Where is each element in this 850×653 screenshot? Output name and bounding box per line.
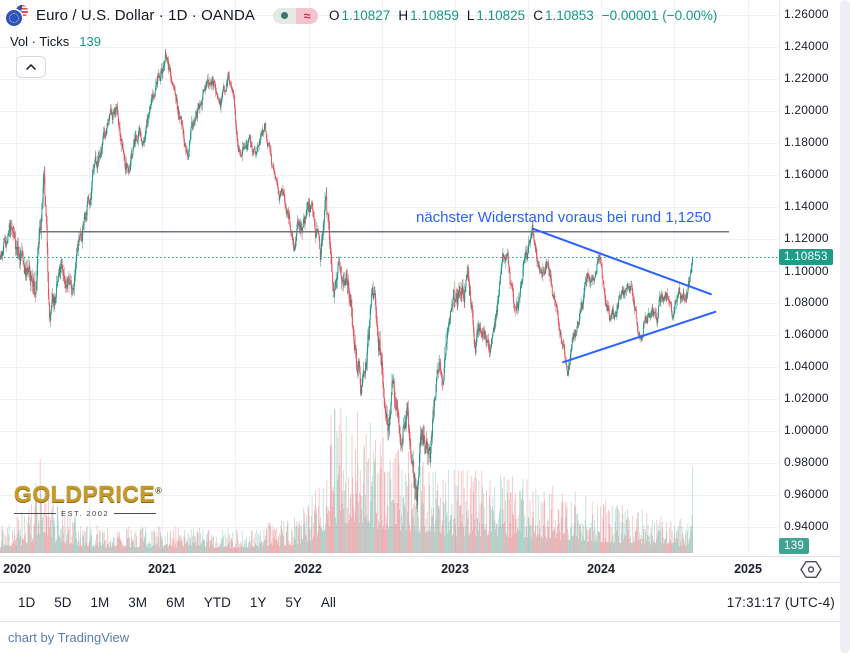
price-tick: 0.94000 — [784, 519, 829, 533]
range-all[interactable]: All — [320, 594, 336, 610]
minimize-pane-button[interactable] — [16, 56, 46, 78]
price-chart-canvas[interactable] — [0, 0, 778, 555]
close-value: 1.10853 — [544, 8, 594, 23]
market-status-pill[interactable]: ≈ — [272, 7, 318, 24]
lower-trendline[interactable] — [562, 310, 717, 364]
chart-legend: Euro / U.S. Dollar · 1D · OANDA ≈ O 1.108… — [6, 4, 717, 50]
rule-right — [114, 513, 157, 514]
approx-data-icon: ≈ — [295, 7, 318, 24]
volume-indicator-value: 139 — [79, 34, 101, 49]
range-toolbar: 1D 5D 1M 3M 6M YTD 1Y 5Y All 17:31:17 (U… — [0, 582, 850, 622]
price-tick: 1.26000 — [784, 7, 829, 21]
attribution-footer: chart by TradingView — [8, 630, 129, 645]
price-tick: 0.96000 — [784, 487, 829, 501]
low-value: 1.10825 — [476, 8, 526, 23]
price-tick: 1.16000 — [784, 167, 829, 181]
year-tick: 2023 — [441, 562, 469, 576]
range-3m[interactable]: 3M — [128, 594, 148, 610]
tradingview-attribution-link[interactable]: chart by TradingView — [8, 630, 130, 645]
range-1y[interactable]: 1Y — [249, 594, 267, 610]
goldprice-est-line: EST. 2002 — [14, 509, 157, 518]
hexagon-settings-icon — [800, 561, 822, 578]
price-tick: 1.02000 — [784, 391, 829, 405]
close-label: C — [533, 8, 543, 23]
high-value: 1.10859 — [410, 8, 459, 23]
chart-drawings-overlay — [38, 227, 730, 364]
eurusd-flag-icon — [6, 5, 29, 26]
open-label: O — [328, 8, 340, 23]
est-2002-text: EST. 2002 — [60, 509, 110, 518]
year-tick: 2021 — [148, 562, 176, 576]
price-axis[interactable]: 1.26000 1.24000 1.22000 1.20000 1.18000 … — [779, 0, 840, 556]
ohlc-values: O 1.10827 H 1.10859 L 1.10825 C 1.10853 −0.0… — [329, 8, 717, 23]
year-tick: 2022 — [294, 562, 322, 576]
price-tick: 1.22000 — [784, 71, 829, 85]
goldprice-watermark: GOLDPRICE® EST. 2002 — [14, 481, 163, 518]
volume-indicator-label[interactable]: Vol · Ticks — [10, 34, 70, 49]
time-axis[interactable]: 2020 2021 2022 2023 2024 2025 — [0, 556, 850, 582]
upper-trendline[interactable] — [531, 227, 712, 296]
volume-badge: 139 — [779, 538, 810, 554]
market-open-dot-icon — [272, 7, 296, 24]
range-6m[interactable]: 6M — [166, 594, 185, 610]
range-1m[interactable]: 1M — [90, 594, 110, 610]
price-tick: 1.00000 — [784, 423, 829, 437]
price-tick: 1.24000 — [784, 39, 829, 53]
rule-left — [14, 513, 56, 514]
price-tick: 0.98000 — [784, 455, 829, 469]
scrollbar-track[interactable] — [840, 0, 850, 653]
range-1d[interactable]: 1D — [18, 594, 36, 610]
change-value: −0.00001 (−0.00%) — [601, 8, 718, 23]
range-ytd[interactable]: YTD — [203, 594, 231, 610]
registered-mark: ® — [155, 485, 163, 496]
price-tick: 1.18000 — [784, 135, 829, 149]
range-buttons: 1D 5D 1M 3M 6M YTD 1Y 5Y All — [17, 593, 337, 612]
goldprice-logo-text: GOLDPRICE® — [14, 481, 163, 507]
high-label: H — [398, 8, 409, 23]
price-tick: 1.10000 — [784, 264, 829, 278]
symbol-title[interactable]: Euro / U.S. Dollar · 1D · OANDA — [36, 7, 255, 24]
clock[interactable]: 17:31:17 (UTC-4) — [726, 594, 835, 610]
year-tick: 2025 — [734, 562, 762, 576]
eu-flag-icon — [6, 10, 22, 26]
low-label: L — [466, 8, 475, 23]
open-value: 1.10827 — [341, 8, 391, 23]
price-tick: 1.12000 — [784, 231, 829, 245]
price-tick: 1.08000 — [784, 295, 829, 309]
range-5d[interactable]: 5D — [54, 594, 72, 610]
year-tick: 2024 — [587, 562, 615, 576]
axis-settings-button[interactable] — [799, 559, 823, 580]
year-tick: 2020 — [3, 562, 31, 576]
price-tick: 1.04000 — [784, 359, 829, 373]
chevron-up-icon — [26, 64, 36, 70]
last-price-badge: 1.10853 — [779, 249, 833, 265]
price-tick: 1.14000 — [784, 199, 829, 213]
resistance-annotation-text[interactable]: nächster Widerstand voraus bei rund 1,12… — [416, 209, 712, 226]
price-tick: 1.20000 — [784, 103, 829, 117]
range-5y[interactable]: 5Y — [285, 594, 302, 610]
price-tick: 1.06000 — [784, 327, 829, 341]
